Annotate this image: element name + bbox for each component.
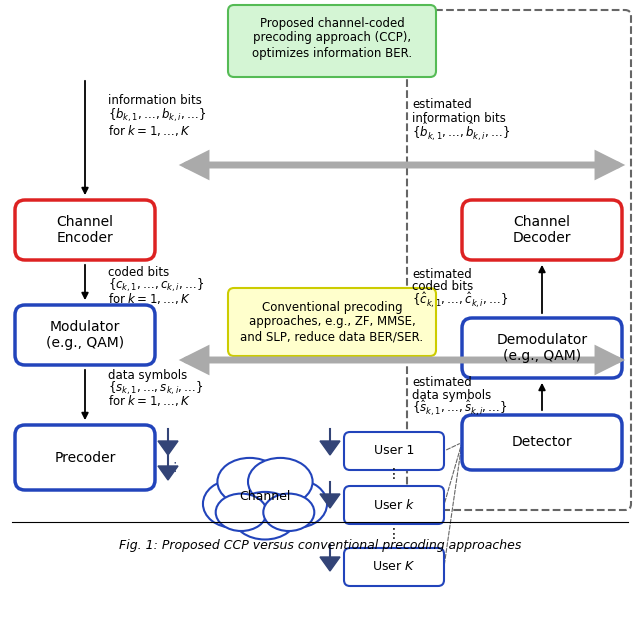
Text: estimated: estimated bbox=[412, 99, 472, 112]
Ellipse shape bbox=[218, 458, 282, 505]
Text: Conventional precoding
approaches, e.g., ZF, MMSE,
and SLP, reduce data BER/SER.: Conventional precoding approaches, e.g.,… bbox=[241, 301, 424, 343]
Text: information bits: information bits bbox=[108, 94, 202, 107]
Text: Demodulator
(e.g., QAM): Demodulator (e.g., QAM) bbox=[497, 333, 588, 363]
Text: $\{s_{k,1},\ldots,s_{k,i},\ldots\}$: $\{s_{k,1},\ldots,s_{k,i},\ldots\}$ bbox=[108, 379, 204, 397]
Text: Detector: Detector bbox=[512, 436, 572, 449]
Text: information bits: information bits bbox=[412, 112, 506, 125]
Text: $\{c_{k,1},\ldots,c_{k,i},\ldots\}$: $\{c_{k,1},\ldots,c_{k,i},\ldots\}$ bbox=[108, 276, 204, 294]
Text: coded bits: coded bits bbox=[108, 265, 169, 278]
FancyBboxPatch shape bbox=[228, 5, 436, 77]
FancyBboxPatch shape bbox=[462, 200, 622, 260]
Ellipse shape bbox=[263, 494, 314, 531]
Text: for $k=1,\ldots,K$: for $k=1,\ldots,K$ bbox=[108, 291, 191, 306]
Text: Channel: Channel bbox=[239, 490, 291, 504]
FancyBboxPatch shape bbox=[228, 288, 436, 356]
Text: for $k=1,\ldots,K$: for $k=1,\ldots,K$ bbox=[108, 394, 191, 409]
Text: ⋮: ⋮ bbox=[387, 527, 401, 541]
Text: data symbols: data symbols bbox=[108, 369, 188, 381]
Text: data symbols: data symbols bbox=[412, 389, 492, 401]
FancyBboxPatch shape bbox=[15, 200, 155, 260]
Text: $\{\hat{c}_{k,1},\ldots,\hat{c}_{k,i},\ldots\}$: $\{\hat{c}_{k,1},\ldots,\hat{c}_{k,i},\l… bbox=[412, 290, 508, 310]
FancyBboxPatch shape bbox=[462, 415, 622, 470]
Text: Modulator
(e.g., QAM): Modulator (e.g., QAM) bbox=[46, 320, 124, 350]
Ellipse shape bbox=[248, 458, 312, 505]
Polygon shape bbox=[158, 466, 178, 480]
Text: User $K$: User $K$ bbox=[372, 560, 416, 573]
Text: $\{\hat{b}_{k,1},\ldots,\hat{b}_{k,i},\ldots\}$: $\{\hat{b}_{k,1},\ldots,\hat{b}_{k,i},\l… bbox=[412, 121, 511, 143]
FancyBboxPatch shape bbox=[462, 318, 622, 378]
Ellipse shape bbox=[216, 494, 267, 531]
Polygon shape bbox=[320, 494, 340, 508]
FancyBboxPatch shape bbox=[344, 486, 444, 524]
Text: estimated: estimated bbox=[412, 268, 472, 281]
FancyBboxPatch shape bbox=[344, 548, 444, 586]
FancyBboxPatch shape bbox=[15, 305, 155, 365]
Text: User 1: User 1 bbox=[374, 444, 414, 457]
FancyBboxPatch shape bbox=[344, 432, 444, 470]
Text: coded bits: coded bits bbox=[412, 281, 473, 293]
Ellipse shape bbox=[268, 480, 327, 528]
Text: estimated: estimated bbox=[412, 376, 472, 389]
FancyBboxPatch shape bbox=[15, 425, 155, 490]
Text: $\{b_{k,1},\ldots,b_{k,i},\ldots\}$: $\{b_{k,1},\ldots,b_{k,i},\ldots\}$ bbox=[108, 106, 206, 124]
Text: for $k=1,\ldots,K$: for $k=1,\ldots,K$ bbox=[108, 122, 191, 137]
Polygon shape bbox=[320, 441, 340, 455]
Ellipse shape bbox=[203, 480, 262, 528]
Text: Fig. 1: Proposed CCP versus conventional precoding approaches: Fig. 1: Proposed CCP versus conventional… bbox=[119, 539, 521, 552]
Text: Proposed channel-coded
precoding approach (CCP),
optimizes information BER.: Proposed channel-coded precoding approac… bbox=[252, 16, 412, 59]
Text: $\{\hat{s}_{k,1},\ldots,\hat{s}_{k,i},\ldots\}$: $\{\hat{s}_{k,1},\ldots,\hat{s}_{k,i},\l… bbox=[412, 398, 508, 417]
Text: Precoder: Precoder bbox=[54, 451, 116, 464]
Text: Channel
Encoder: Channel Encoder bbox=[56, 215, 113, 245]
Text: Channel
Decoder: Channel Decoder bbox=[513, 215, 572, 245]
Text: ⋮: ⋮ bbox=[387, 467, 401, 481]
Text: ⋮: ⋮ bbox=[169, 461, 181, 474]
Ellipse shape bbox=[218, 463, 312, 531]
Polygon shape bbox=[320, 557, 340, 571]
Ellipse shape bbox=[233, 492, 298, 540]
Text: User $k$: User $k$ bbox=[373, 498, 415, 512]
Polygon shape bbox=[158, 441, 178, 455]
